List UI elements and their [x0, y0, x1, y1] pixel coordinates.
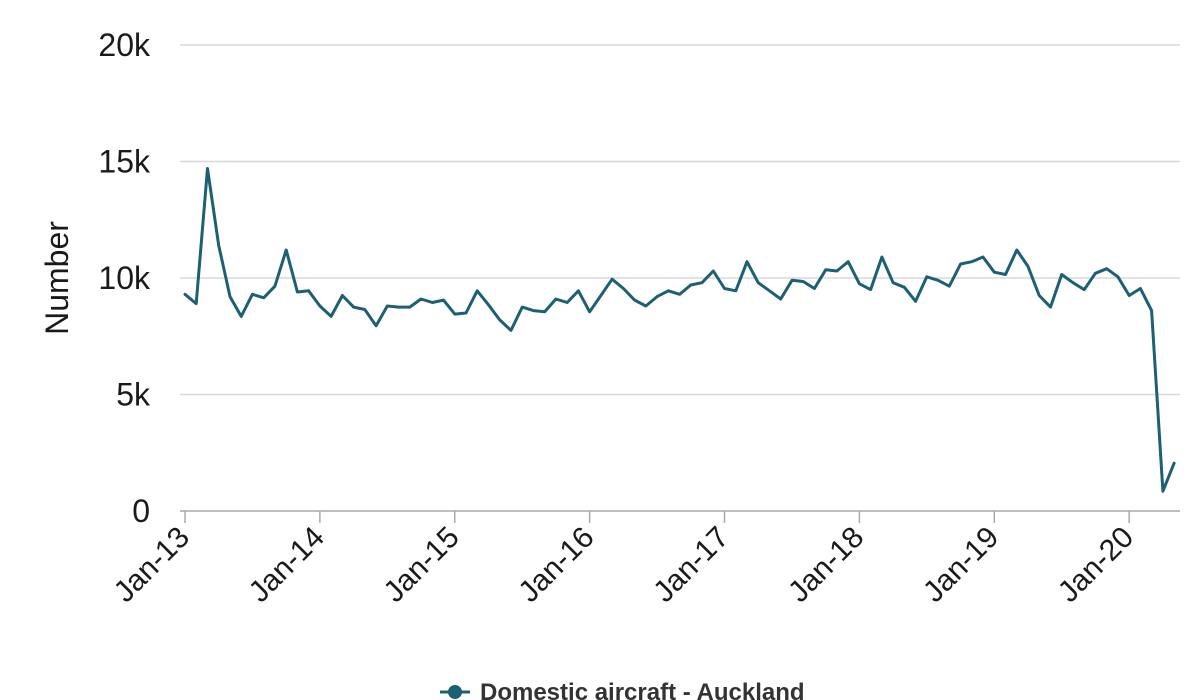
- x-tick-label: Jan-16: [512, 521, 600, 609]
- y-tick-label: 5k: [116, 377, 151, 413]
- x-tick-label: Jan-19: [917, 521, 1005, 609]
- y-tick-label: 0: [132, 493, 150, 529]
- y-tick-label: 10k: [98, 260, 151, 296]
- x-axis-ticks: Jan-13 Jan-14 Jan-15 Jan-16 Jan-17 Jan-18 Jan-…: [108, 511, 1140, 609]
- x-tick-label: Jan-13: [108, 521, 196, 609]
- x-tick-label: Jan-20: [1052, 521, 1140, 609]
- y-tick-label: 20k: [98, 27, 151, 63]
- y-axis-label: Number: [39, 221, 75, 335]
- y-tick-label: 15k: [98, 144, 151, 180]
- x-tick-label: Jan-17: [647, 521, 735, 609]
- x-tick-label: Jan-18: [782, 521, 870, 609]
- y-axis-ticks: 0 5k 10k 15k 20k: [98, 27, 151, 529]
- legend-label: Domestic aircraft - Auckland: [480, 679, 805, 700]
- series-line[interactable]: [183, 167, 1176, 493]
- legend-marker-icon: [448, 685, 462, 699]
- x-tick-label: Jan-14: [243, 521, 331, 609]
- series-group: [183, 167, 1176, 493]
- x-tick-label: Jan-15: [378, 521, 466, 609]
- gridlines: [180, 44, 1180, 396]
- legend[interactable]: Domestic aircraft - Auckland: [440, 679, 805, 700]
